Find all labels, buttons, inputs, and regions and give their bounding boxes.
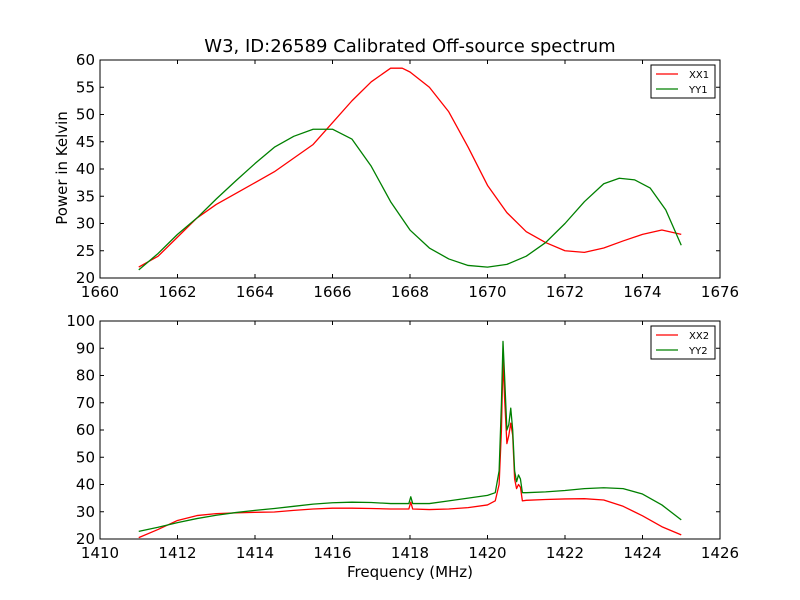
series-line-yy2 <box>138 340 682 533</box>
top-axis-ticks: 1660 1662 1664 1666 1668 1670 1672 1674 1676 20 25… <box>76 51 739 301</box>
bottom-x-axis-label: Frequency (MHz) <box>347 563 473 581</box>
bottom-axis-ticks: 1410 1412 1414 1416 1418 1420 1422 1424 1426 20 30… <box>66 312 739 562</box>
x-tick-label: 1418 <box>391 544 429 562</box>
x-tick-label: 1426 <box>701 544 739 562</box>
x-tick-label: 1674 <box>623 283 661 301</box>
y-tick-label: 20 <box>76 530 95 548</box>
series-line-xx1 <box>138 67 682 268</box>
y-tick-label: 90 <box>76 339 95 357</box>
x-tick-label: 1666 <box>313 283 351 301</box>
x-tick-label: 1670 <box>468 283 506 301</box>
legend-label-yy1: YY1 <box>688 85 708 96</box>
x-tick-label: 1412 <box>158 544 196 562</box>
x-tick-label: 1414 <box>236 544 274 562</box>
top-legend: XX1 YY1 <box>650 64 716 99</box>
legend-label-xx1: XX1 <box>689 70 709 81</box>
bottom-legend: XX2 YY2 <box>650 325 716 360</box>
bottom-legend-box <box>650 325 716 360</box>
bottom-plot-frame <box>99 320 721 540</box>
top-chart-title: W3, ID:26589 Calibrated Off-source spect… <box>204 36 615 57</box>
top-subplot: W3, ID:26589 Calibrated Off-source spect… <box>53 36 739 301</box>
y-tick-label: 100 <box>66 312 95 330</box>
y-tick-label: 50 <box>76 448 95 466</box>
top-y-axis-label: Power in Kelvin <box>53 111 71 225</box>
top-plot-frame <box>99 59 721 279</box>
y-tick-label: 40 <box>76 476 95 494</box>
y-tick-label: 55 <box>76 78 95 96</box>
top-legend-box <box>650 64 716 99</box>
legend-label-xx2: XX2 <box>689 331 709 342</box>
bottom-subplot: Frequency (MHz) 1410 1412 1414 1416 1418 1420… <box>66 312 739 581</box>
y-tick-label: 70 <box>76 394 95 412</box>
x-tick-label: 1422 <box>546 544 584 562</box>
y-tick-label: 20 <box>76 269 95 287</box>
y-tick-label: 40 <box>76 160 95 178</box>
y-tick-label: 50 <box>76 106 95 124</box>
x-tick-label: 1416 <box>313 544 351 562</box>
y-tick-label: 45 <box>76 133 95 151</box>
bottom-plot-lines <box>138 340 682 539</box>
series-line-xx2 <box>138 358 682 539</box>
y-tick-label: 80 <box>76 367 95 385</box>
y-tick-label: 60 <box>76 51 95 69</box>
x-tick-label: 1660 <box>81 283 119 301</box>
y-tick-label: 30 <box>76 215 95 233</box>
y-tick-label: 30 <box>76 503 95 521</box>
x-tick-label: 1424 <box>623 544 661 562</box>
top-plot-lines <box>138 67 682 271</box>
x-tick-label: 1676 <box>701 283 739 301</box>
x-tick-label: 1668 <box>391 283 429 301</box>
x-tick-label: 1420 <box>468 544 506 562</box>
x-tick-label: 1662 <box>158 283 196 301</box>
series-line-yy1 <box>138 128 682 271</box>
x-tick-label: 1672 <box>546 283 584 301</box>
x-tick-label: 1410 <box>81 544 119 562</box>
y-tick-label: 25 <box>76 242 95 260</box>
x-tick-label: 1664 <box>236 283 274 301</box>
y-tick-label: 35 <box>76 187 95 205</box>
legend-label-yy2: YY2 <box>688 346 708 357</box>
y-tick-label: 60 <box>76 421 95 439</box>
